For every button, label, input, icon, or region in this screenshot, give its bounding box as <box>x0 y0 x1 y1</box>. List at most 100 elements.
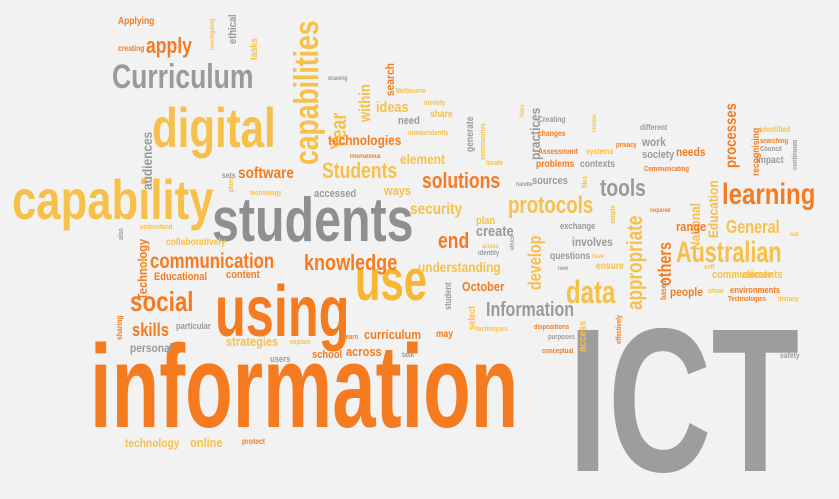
word-impact: impact <box>756 155 784 166</box>
word-particular: particular <box>176 321 211 331</box>
word-have: have <box>592 254 604 260</box>
word-ensure: ensure <box>596 261 624 272</box>
word-required: required <box>650 208 671 214</box>
word-tasks: tasks <box>249 38 260 60</box>
word-ways: ways <box>384 183 412 198</box>
word-assessment: Assessment <box>538 147 579 156</box>
word-personal: personal <box>130 341 173 355</box>
word-technologies: technologies <box>328 132 402 148</box>
word-effectively: effectively <box>616 314 623 344</box>
word-communicating: Communicating <box>644 166 689 173</box>
word-identified: identified <box>760 125 791 134</box>
word-data: data <box>566 274 616 310</box>
word-information: Information <box>486 299 574 321</box>
word-new: new <box>558 266 568 272</box>
word-learning: learning <box>722 178 816 211</box>
word-society: society <box>642 149 675 161</box>
word-use: use <box>355 248 427 313</box>
word-digital: digital <box>152 96 276 159</box>
word-literacy: literacy <box>778 296 799 303</box>
word-international: International <box>350 154 381 160</box>
word-elements: elements <box>742 269 783 281</box>
word-problems: problems <box>536 159 575 170</box>
word-years: Years <box>520 104 526 118</box>
word-across: across <box>346 344 382 359</box>
word-environments: environments <box>730 285 781 295</box>
word-self: self <box>704 264 715 271</box>
word-sharing: sharing <box>115 315 124 340</box>
word-capability: capability <box>12 168 214 231</box>
word-october: October <box>462 279 505 294</box>
word-ethics: ethics <box>510 235 516 250</box>
word-based: based <box>659 280 668 300</box>
word-show: show <box>708 288 724 295</box>
word-creating: Creating <box>538 115 566 124</box>
word-strategies: strategies <box>226 334 279 349</box>
word-melbourne: Melbourne <box>396 88 427 95</box>
word-create: create <box>476 223 514 240</box>
word-learn: learn <box>344 334 359 341</box>
word-questions: questions <box>550 251 591 262</box>
word-within: within <box>357 84 374 122</box>
word-search: search <box>383 63 397 96</box>
word-technology: technology <box>250 190 282 197</box>
word-share: share <box>430 109 453 120</box>
word-school: school <box>312 349 343 361</box>
word-call: call <box>790 232 799 238</box>
word-tools: tools <box>600 175 646 202</box>
word-curriculum: curriculum <box>364 327 422 342</box>
word-choose: choose <box>592 114 598 132</box>
word-creating: creating <box>118 44 145 53</box>
word-across: across <box>482 244 499 250</box>
word-appropriate: appropriate <box>622 215 647 310</box>
word-investigating: investigating <box>210 18 216 50</box>
word-australian: Australian <box>676 236 782 269</box>
word-understanding: understanding <box>418 259 501 275</box>
word-continuum: continuum <box>792 139 799 170</box>
word-explain: explain <box>290 339 311 346</box>
word-communicate: communicate <box>712 269 773 281</box>
word-apply: apply <box>146 33 192 58</box>
word-access: access <box>577 320 589 352</box>
word-software: software <box>238 165 294 182</box>
word-plans: plans <box>228 176 235 192</box>
word-sources: sources <box>532 175 568 187</box>
word-work: work <box>642 135 666 149</box>
word-capabilities: capabilities <box>288 20 326 166</box>
word-identity: identity <box>478 250 500 257</box>
word-protocols: protocols <box>508 192 594 219</box>
word-technologies: Technologies <box>728 296 766 303</box>
word-applying: Applying <box>118 16 155 27</box>
word-purposes: purposes <box>548 334 575 341</box>
word-searching: searching <box>760 138 789 145</box>
word-needs: needs <box>676 145 706 159</box>
word-audiences: audiences <box>139 131 155 190</box>
word-may: may <box>436 329 454 340</box>
word-technology: technology <box>125 436 180 450</box>
word-different: different <box>640 123 668 132</box>
word-end: end <box>438 228 470 253</box>
word-involves: involves <box>572 235 613 249</box>
word-protect: protect <box>242 437 266 446</box>
word-develop: develop <box>525 235 545 290</box>
word-knowledge: knowledge <box>304 250 398 275</box>
word-safety: safety <box>780 351 800 360</box>
word-people: people <box>670 285 703 299</box>
word-social: social <box>130 286 194 317</box>
word-independently: independently <box>408 130 449 137</box>
word-solutions: solutions <box>422 168 501 193</box>
word-communities: communities <box>480 123 487 160</box>
word-information: information <box>90 321 519 453</box>
word-locate: locate <box>486 160 504 167</box>
word-skills: skills <box>132 320 169 340</box>
word-online: online <box>190 435 223 450</box>
word-range: range <box>676 219 707 234</box>
word-also: also <box>118 228 125 240</box>
word-users: users <box>270 354 291 364</box>
word-ict: ICT <box>568 286 800 499</box>
word-content: content <box>226 269 260 281</box>
word-files: files <box>582 176 589 188</box>
word-need: need <box>398 115 420 127</box>
word-identify: identify <box>424 100 446 107</box>
